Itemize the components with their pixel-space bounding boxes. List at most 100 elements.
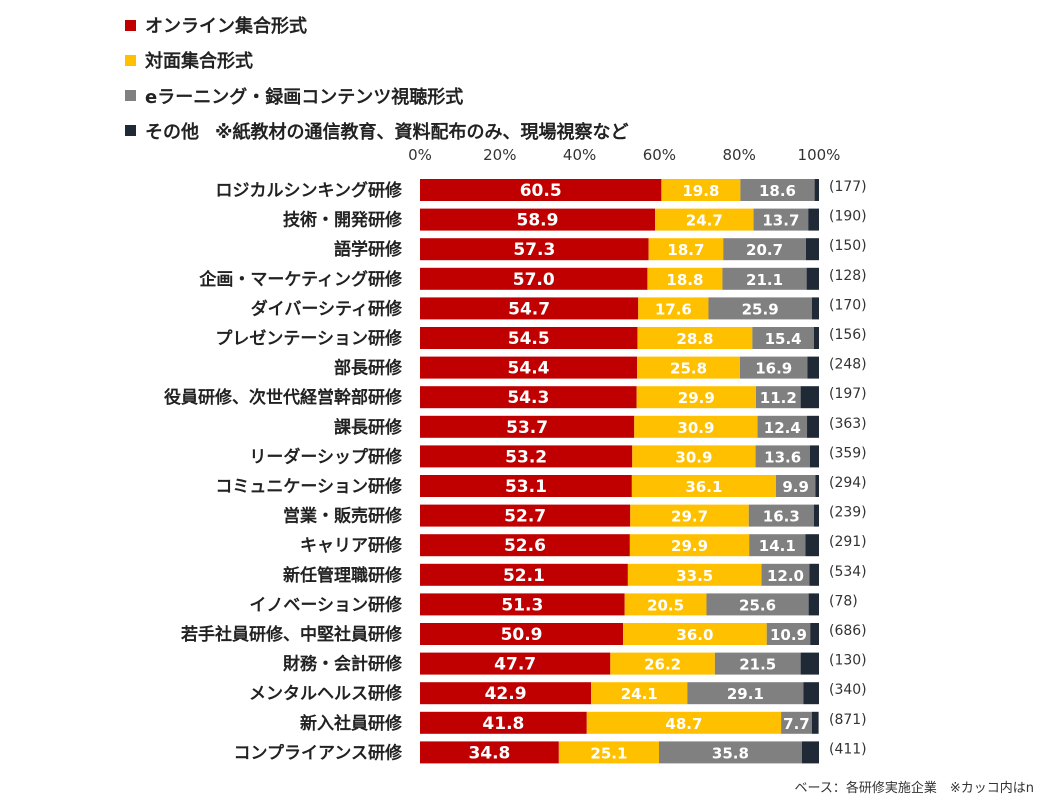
- n-label: (78): [829, 593, 858, 609]
- bar-segment: [623, 623, 767, 645]
- bar-segment: [420, 741, 559, 764]
- data-label: 30.9: [677, 419, 714, 437]
- data-label: 21.1: [746, 271, 783, 289]
- data-label: 16.9: [755, 360, 792, 378]
- bar-segment: [420, 682, 592, 705]
- category-label: 新任管理職研修: [283, 565, 403, 586]
- data-label: 21.5: [739, 656, 776, 674]
- category-label: 部長研修: [334, 358, 403, 379]
- data-label: 52.7: [504, 507, 546, 527]
- data-label: 54.5: [508, 329, 550, 349]
- bar-segment: [627, 563, 762, 586]
- footnote: ベース：各研修実施企業 ※カッコ内はn: [794, 781, 1034, 796]
- bar-segment: [807, 415, 819, 438]
- data-label: 57.0: [513, 270, 555, 290]
- data-label: 57.3: [513, 240, 555, 260]
- bar-segment: [630, 504, 749, 527]
- data-label: 12.0: [767, 567, 804, 585]
- data-label: 51.3: [501, 595, 543, 615]
- bar-segment: [420, 386, 637, 409]
- data-label: 11.2: [760, 389, 797, 407]
- n-label: (128): [829, 268, 867, 284]
- data-label: 47.7: [494, 655, 536, 675]
- data-label: 60.5: [520, 181, 562, 201]
- data-label: 25.6: [739, 596, 776, 614]
- category-label: 新入社員研修: [300, 713, 403, 734]
- bar-segment: [740, 179, 815, 201]
- bar-segment: [420, 297, 639, 320]
- n-label: (686): [829, 623, 867, 639]
- category-label: キャリア研修: [300, 535, 403, 556]
- bar-segment: [753, 208, 809, 231]
- data-label: 10.9: [770, 626, 807, 644]
- bar-segment: [647, 267, 723, 290]
- data-label: 18.8: [666, 271, 703, 289]
- legend-swatch: [125, 90, 136, 102]
- category-label: 若手社員研修、中堅社員研修: [180, 624, 403, 645]
- bar-segment: [661, 179, 741, 201]
- category-label: プレゼンテーション研修: [215, 328, 403, 349]
- legend-swatch: [125, 19, 136, 31]
- category-label: イノベーション研修: [249, 594, 403, 615]
- x-tick-label: 100%: [798, 146, 841, 164]
- bar-segment: [558, 741, 660, 764]
- bar-segment: [634, 415, 758, 438]
- bar-segment: [813, 327, 819, 349]
- bar-segment: [420, 652, 611, 675]
- category-label: 課長研修: [334, 417, 403, 438]
- n-label: (294): [829, 475, 867, 491]
- legend-label: オンライン集合形式: [145, 16, 307, 37]
- bar-segment: [748, 504, 814, 527]
- bar-segment: [632, 445, 756, 468]
- bar-segment: [420, 238, 649, 261]
- n-label: (340): [829, 682, 867, 698]
- data-label: 53.2: [505, 447, 547, 467]
- data-label: 52.6: [504, 536, 546, 556]
- bar-segment: [755, 445, 810, 468]
- bar-segment: [629, 534, 750, 557]
- data-label: 50.9: [501, 625, 543, 645]
- bar-segment: [624, 593, 707, 616]
- bar-segment: [766, 623, 811, 645]
- category-label: ロジカルシンキング研修: [216, 180, 403, 201]
- data-label: 25.9: [742, 300, 779, 318]
- bar-segment: [761, 563, 810, 586]
- bar-segment: [755, 386, 801, 409]
- bar-segment: [800, 386, 819, 409]
- bar-segment: [815, 475, 819, 497]
- bar-segment: [808, 208, 819, 231]
- bar-segment: [809, 563, 819, 586]
- bar-segment: [706, 593, 809, 616]
- category-label: 語学研修: [334, 239, 403, 260]
- bar-segment: [420, 356, 638, 379]
- data-label: 54.7: [508, 299, 550, 319]
- bar-segment: [420, 504, 631, 527]
- bar-segment: [781, 711, 812, 734]
- n-label: (197): [829, 386, 867, 402]
- n-label: (411): [829, 741, 867, 757]
- n-label: (156): [829, 327, 867, 343]
- data-label: 19.8: [682, 182, 719, 200]
- bar-segment: [805, 238, 819, 261]
- bar-segment: [591, 682, 688, 705]
- data-label: 30.9: [675, 448, 712, 466]
- data-label: 48.7: [665, 715, 702, 733]
- legend-swatch: [125, 54, 136, 66]
- bar-segment: [808, 593, 819, 616]
- data-label: 58.9: [517, 211, 559, 231]
- data-label: 14.1: [759, 537, 796, 555]
- data-label: 16.3: [763, 508, 800, 526]
- n-label: (177): [829, 179, 867, 195]
- data-label: 13.7: [762, 212, 799, 230]
- bar-segment: [420, 475, 632, 497]
- bar-segment: [810, 623, 819, 645]
- bar-segment: [814, 179, 819, 201]
- data-label: 54.4: [508, 359, 550, 379]
- x-tick-label: 40%: [563, 146, 596, 164]
- data-label: 29.9: [678, 389, 715, 407]
- n-label: (190): [829, 209, 867, 225]
- bar-segment: [723, 238, 806, 261]
- bar-segment: [420, 711, 587, 734]
- category-label: 役員研修、次世代経営幹部研修: [164, 387, 403, 408]
